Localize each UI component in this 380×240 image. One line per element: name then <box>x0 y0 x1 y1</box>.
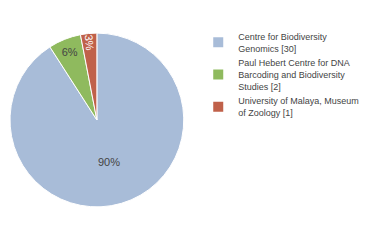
svg-text:University of Malaya, Museumof: University of Malaya, Museumof Zoology [… <box>238 96 359 118</box>
svg-text:Paul Hebert Centre for DNABarc: Paul Hebert Centre for DNABarcoding and … <box>238 58 350 91</box>
svg-text:Centre for BiodiversityGenomic: Centre for BiodiversityGenomics [30] <box>238 32 327 54</box>
svg-text:3%: 3% <box>83 34 96 51</box>
svg-text:90%: 90% <box>98 156 120 168</box>
svg-text:6%: 6% <box>62 46 78 58</box>
